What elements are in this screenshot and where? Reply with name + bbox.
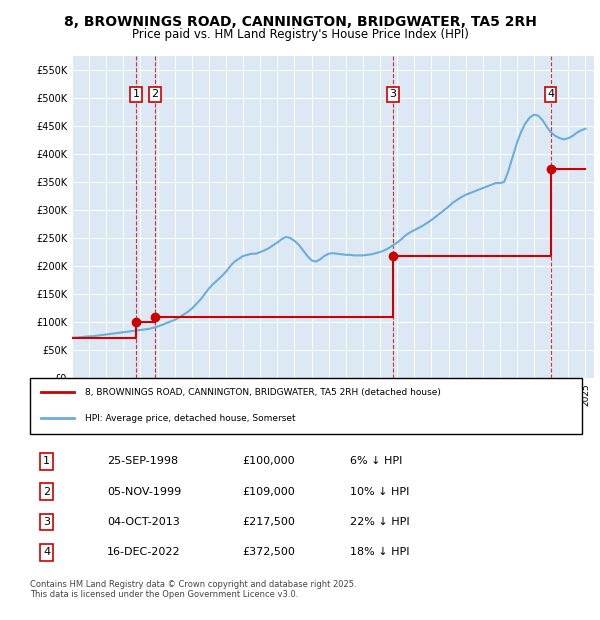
Text: 04-OCT-2013: 04-OCT-2013 <box>107 517 180 527</box>
Text: 8, BROWNINGS ROAD, CANNINGTON, BRIDGWATER, TA5 2RH (detached house): 8, BROWNINGS ROAD, CANNINGTON, BRIDGWATE… <box>85 388 441 397</box>
Text: £372,500: £372,500 <box>242 547 295 557</box>
Text: £109,000: £109,000 <box>242 487 295 497</box>
Text: 4: 4 <box>43 547 50 557</box>
Text: 3: 3 <box>43 517 50 527</box>
Text: 8, BROWNINGS ROAD, CANNINGTON, BRIDGWATER, TA5 2RH: 8, BROWNINGS ROAD, CANNINGTON, BRIDGWATE… <box>64 16 536 30</box>
Text: 2: 2 <box>43 487 50 497</box>
Text: 1: 1 <box>43 456 50 466</box>
Text: 3: 3 <box>389 89 397 99</box>
Text: Price paid vs. HM Land Registry's House Price Index (HPI): Price paid vs. HM Land Registry's House … <box>131 28 469 41</box>
Text: £217,500: £217,500 <box>242 517 295 527</box>
Text: 4: 4 <box>547 89 554 99</box>
Text: 05-NOV-1999: 05-NOV-1999 <box>107 487 182 497</box>
Text: 16-DEC-2022: 16-DEC-2022 <box>107 547 181 557</box>
FancyBboxPatch shape <box>30 378 582 434</box>
Text: 2: 2 <box>151 89 158 99</box>
Text: HPI: Average price, detached house, Somerset: HPI: Average price, detached house, Some… <box>85 414 296 423</box>
Text: Contains HM Land Registry data © Crown copyright and database right 2025.
This d: Contains HM Land Registry data © Crown c… <box>30 580 356 599</box>
Text: 1: 1 <box>133 89 139 99</box>
Text: £100,000: £100,000 <box>242 456 295 466</box>
Text: 6% ↓ HPI: 6% ↓ HPI <box>350 456 403 466</box>
Text: 10% ↓ HPI: 10% ↓ HPI <box>350 487 410 497</box>
Text: 18% ↓ HPI: 18% ↓ HPI <box>350 547 410 557</box>
Text: 25-SEP-1998: 25-SEP-1998 <box>107 456 178 466</box>
Text: 22% ↓ HPI: 22% ↓ HPI <box>350 517 410 527</box>
